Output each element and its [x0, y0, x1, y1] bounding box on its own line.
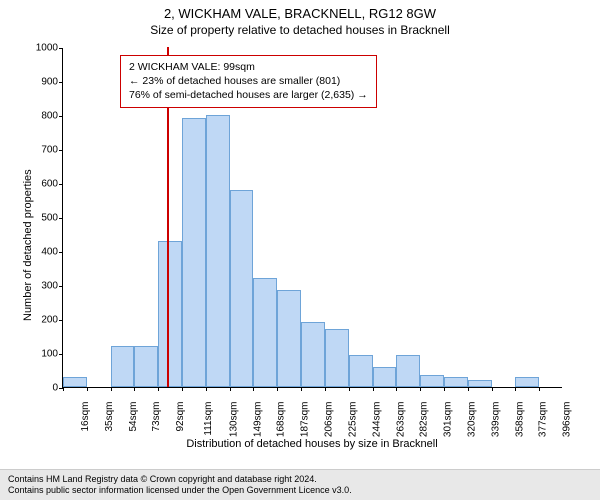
- x-tick-label: 149sqm: [252, 402, 263, 438]
- x-tick-mark: [515, 387, 516, 391]
- x-tick-mark: [420, 387, 421, 391]
- x-tick-label: 320sqm: [467, 402, 478, 438]
- x-tick-label: 282sqm: [419, 402, 430, 438]
- x-tick-mark: [158, 387, 159, 391]
- y-tick-label: 1000: [36, 43, 58, 54]
- annotation-line: 2 WICKHAM VALE: 99sqm: [129, 60, 368, 74]
- footer-attribution: Contains HM Land Registry data © Crown c…: [0, 469, 600, 500]
- y-tick-label: 200: [41, 315, 58, 326]
- x-tick-label: 225sqm: [347, 402, 358, 438]
- y-tick-label: 500: [41, 213, 58, 224]
- y-axis-label: Number of detached properties: [22, 121, 34, 321]
- x-tick-label: 16sqm: [80, 402, 91, 432]
- x-tick-mark: [87, 387, 88, 391]
- annotation-line: ← 23% of detached houses are smaller (80…: [129, 74, 368, 88]
- x-tick-mark: [396, 387, 397, 391]
- y-tick-label: 600: [41, 179, 58, 190]
- x-tick-label: 244sqm: [371, 402, 382, 438]
- histogram-bar: [349, 355, 373, 387]
- x-tick-label: 111sqm: [203, 402, 214, 436]
- x-tick-mark: [325, 387, 326, 391]
- annotation-line: 76% of semi-detached houses are larger (…: [129, 88, 368, 102]
- y-tick-mark: [59, 320, 63, 321]
- x-tick-label: 35sqm: [104, 402, 115, 432]
- x-tick-mark: [492, 387, 493, 391]
- y-tick-label: 700: [41, 145, 58, 156]
- x-tick-mark: [63, 387, 64, 391]
- histogram-bar: [301, 322, 325, 387]
- x-tick-mark: [230, 387, 231, 391]
- x-axis-label: Distribution of detached houses by size …: [62, 438, 562, 450]
- page-subtitle: Size of property relative to detached ho…: [0, 21, 600, 37]
- x-tick-label: 377sqm: [538, 402, 549, 438]
- x-tick-label: 168sqm: [276, 402, 287, 438]
- histogram-bar: [277, 290, 301, 387]
- y-tick-mark: [59, 354, 63, 355]
- x-tick-label: 130sqm: [228, 402, 239, 438]
- x-tick-mark: [468, 387, 469, 391]
- histogram-bar: [396, 355, 420, 387]
- histogram-bar: [134, 346, 158, 387]
- y-tick-mark: [59, 48, 63, 49]
- histogram-bar: [468, 380, 492, 387]
- x-tick-mark: [111, 387, 112, 391]
- x-tick-label: 73sqm: [151, 402, 162, 432]
- histogram-bar: [230, 190, 254, 387]
- footer-line: Contains public sector information licen…: [8, 485, 592, 496]
- y-tick-label: 100: [41, 349, 58, 360]
- x-tick-mark: [253, 387, 254, 391]
- x-tick-label: 187sqm: [300, 402, 311, 438]
- x-tick-mark: [373, 387, 374, 391]
- chart-container: 2, WICKHAM VALE, BRACKNELL, RG12 8GW Siz…: [0, 0, 600, 500]
- x-tick-label: 396sqm: [562, 402, 573, 438]
- histogram-bar: [420, 375, 444, 387]
- x-tick-label: 339sqm: [490, 402, 501, 438]
- x-tick-mark: [444, 387, 445, 391]
- page-title: 2, WICKHAM VALE, BRACKNELL, RG12 8GW: [0, 0, 600, 21]
- y-tick-label: 0: [52, 383, 58, 394]
- y-tick-mark: [59, 286, 63, 287]
- x-tick-mark: [539, 387, 540, 391]
- x-tick-mark: [182, 387, 183, 391]
- y-tick-label: 400: [41, 247, 58, 258]
- x-tick-label: 206sqm: [324, 402, 335, 438]
- x-tick-mark: [206, 387, 207, 391]
- histogram-bar: [325, 329, 349, 387]
- x-tick-mark: [134, 387, 135, 391]
- x-tick-mark: [349, 387, 350, 391]
- x-tick-label: 54sqm: [128, 402, 139, 432]
- histogram-bar: [373, 367, 397, 387]
- y-tick-label: 300: [41, 281, 58, 292]
- histogram-bar: [515, 377, 539, 387]
- y-tick-mark: [59, 150, 63, 151]
- y-tick-label: 800: [41, 111, 58, 122]
- histogram-bar: [206, 115, 230, 387]
- y-tick-mark: [59, 218, 63, 219]
- x-tick-mark: [277, 387, 278, 391]
- y-tick-mark: [59, 116, 63, 117]
- x-tick-label: 301sqm: [443, 402, 454, 438]
- histogram-bar: [158, 241, 182, 387]
- y-tick-mark: [59, 184, 63, 185]
- y-tick-mark: [59, 82, 63, 83]
- histogram-bar: [253, 278, 277, 387]
- histogram-bar: [63, 377, 87, 387]
- y-tick-mark: [59, 252, 63, 253]
- x-tick-mark: [301, 387, 302, 391]
- x-tick-label: 92sqm: [175, 402, 186, 432]
- histogram-bar: [444, 377, 468, 387]
- x-tick-label: 263sqm: [395, 402, 406, 438]
- annotation-box: 2 WICKHAM VALE: 99sqm← 23% of detached h…: [120, 55, 377, 108]
- x-tick-label: 358sqm: [514, 402, 525, 438]
- footer-line: Contains HM Land Registry data © Crown c…: [8, 474, 592, 485]
- y-tick-label: 900: [41, 77, 58, 88]
- histogram-bar: [111, 346, 135, 387]
- histogram-bar: [182, 118, 206, 387]
